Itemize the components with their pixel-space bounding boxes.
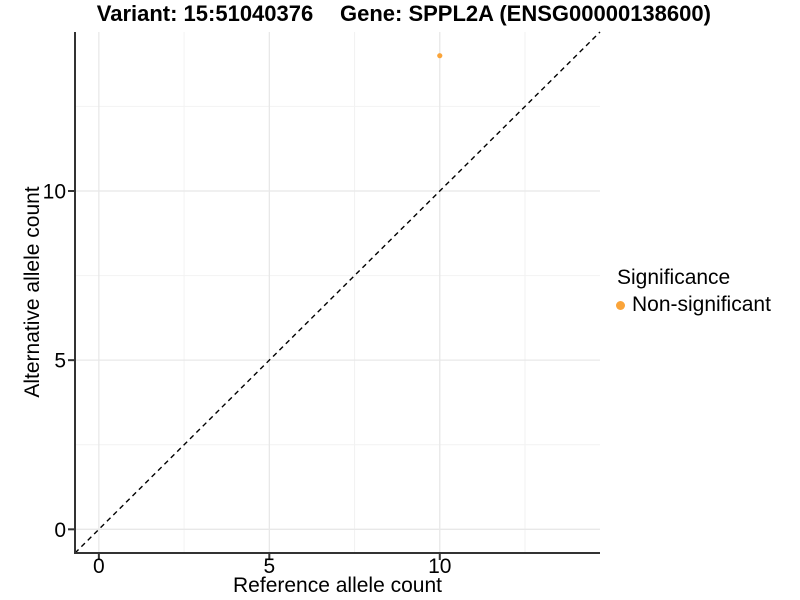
- x-tick-label: 10: [428, 555, 451, 578]
- legend-point-icon: [616, 300, 625, 310]
- plot-title-variant: Variant: 15:51040376: [96, 1, 314, 26]
- x-axis-title: Reference allele count: [233, 574, 442, 597]
- x-tick-label: 5: [263, 555, 275, 578]
- identity-line: [74, 31, 601, 554]
- legend-items: Non-significant: [616, 293, 771, 316]
- data-point: [437, 53, 443, 59]
- legend-item-label: Non-significant: [632, 293, 771, 316]
- y-tick-label: 10: [43, 181, 66, 204]
- legend-title: Significance: [617, 266, 731, 289]
- x-tick-label: 0: [93, 555, 105, 578]
- legend-item: Non-significant: [616, 293, 771, 316]
- y-tick-label: 0: [54, 519, 66, 542]
- plot-title-gene: Gene: SPPL2A (ENSG00000138600): [340, 1, 711, 26]
- y-tick-label: 5: [54, 350, 66, 373]
- legend: Significance Non-significant: [616, 266, 771, 316]
